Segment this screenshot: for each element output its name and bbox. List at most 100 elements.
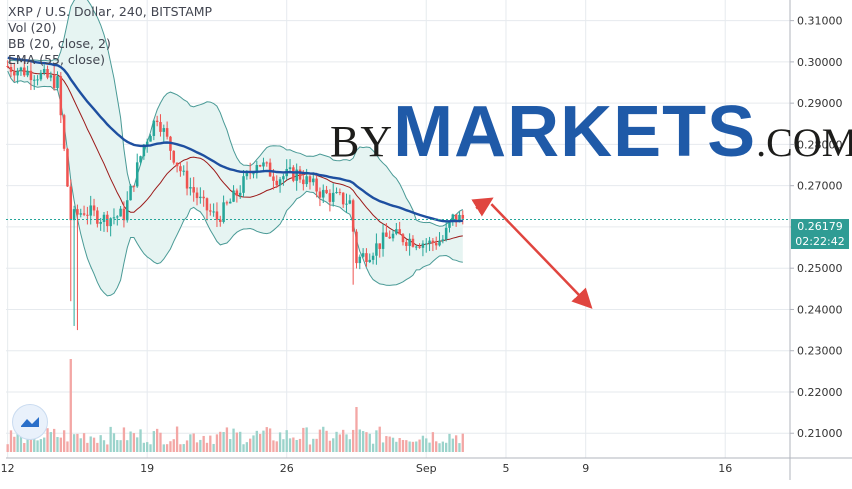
- tradingview-logo-icon[interactable]: [12, 404, 48, 440]
- candle-body: [265, 162, 269, 164]
- candle-body: [458, 214, 461, 223]
- price-tick-label: 0.21000: [797, 427, 843, 440]
- candle: [185, 161, 189, 196]
- volume-bar: [401, 439, 405, 452]
- candle-body: [292, 167, 295, 181]
- candle: [59, 72, 63, 124]
- candle: [86, 206, 89, 225]
- candle-body: [155, 120, 159, 122]
- chart-legend: XRP / U.S. Dollar, 240, BITSTAMP Vol (20…: [8, 4, 212, 68]
- candle-body: [268, 162, 272, 177]
- candle-body: [305, 176, 308, 185]
- volume-bar: [315, 438, 318, 452]
- volume-bar: [162, 444, 165, 452]
- candle: [96, 207, 99, 228]
- candle: [255, 160, 259, 179]
- candle-body: [86, 214, 89, 216]
- bollinger-upper-line: [7, 0, 464, 227]
- candle: [189, 177, 192, 196]
- candle-body: [358, 256, 362, 264]
- candle-body: [341, 192, 345, 205]
- candle: [292, 165, 295, 183]
- candle-body: [209, 210, 212, 212]
- candle-body: [272, 176, 275, 181]
- volume-bar: [149, 444, 152, 452]
- candle: [26, 65, 29, 78]
- candle-body: [182, 170, 185, 172]
- volume-bar: [258, 434, 262, 452]
- candle-body: [308, 176, 312, 183]
- volume-bar: [249, 438, 252, 452]
- volume-bar: [29, 430, 33, 452]
- volume-bar: [262, 430, 265, 452]
- bollinger-basis-line: [7, 66, 463, 247]
- volume-bar: [398, 438, 401, 452]
- candle: [29, 61, 33, 91]
- candle: [288, 159, 292, 174]
- volume-bar: [458, 443, 461, 452]
- candle-body: [172, 150, 176, 163]
- time-tick-label: 12: [1, 462, 15, 475]
- volume-bar: [225, 427, 229, 452]
- candle-body: [19, 67, 23, 71]
- candle-body: [59, 76, 63, 116]
- volume-bar: [385, 436, 388, 452]
- volume-bar: [142, 442, 146, 452]
- volume-bar: [302, 427, 305, 452]
- legend-symbol[interactable]: XRP / U.S. Dollar, 240, BITSTAMP: [8, 4, 213, 19]
- volume-bar: [408, 441, 411, 452]
- candle-body: [278, 179, 282, 186]
- candle-body: [175, 162, 179, 167]
- volume-bar: [255, 430, 258, 452]
- volume-bar: [295, 440, 298, 452]
- candle: [418, 243, 421, 249]
- candle-body: [129, 185, 132, 201]
- legend-volume[interactable]: Vol (20): [8, 20, 57, 35]
- time-tick-label: 5: [502, 462, 509, 475]
- candle: [328, 189, 332, 212]
- volume-bar: [355, 407, 358, 452]
- forecast-arrow-up: [471, 197, 494, 217]
- legend-ema[interactable]: EMA (55, close): [8, 52, 106, 67]
- candle-body: [275, 180, 279, 186]
- volume-bar: [99, 435, 102, 452]
- volume-bar: [381, 442, 385, 452]
- bymarkets-watermark: BYMARKETS.COM: [330, 96, 852, 168]
- candle-body: [418, 246, 421, 248]
- candle: [358, 254, 362, 270]
- price-tick-label: 0.22000: [797, 386, 843, 399]
- candle: [202, 190, 205, 207]
- candle: [351, 198, 355, 285]
- candle-body: [49, 75, 53, 78]
- volume-bar: [155, 428, 159, 452]
- candle-body: [242, 176, 245, 193]
- candle: [365, 248, 368, 267]
- volume-bar: [252, 435, 255, 452]
- volume-bar: [418, 439, 421, 452]
- candle-body: [96, 210, 99, 224]
- candle: [308, 174, 312, 190]
- candle-body: [355, 231, 358, 264]
- price-tick-label: 0.27000: [797, 180, 843, 193]
- bollinger-lower-line: [7, 70, 463, 297]
- candle-body: [228, 201, 232, 204]
- volume-bar: [461, 433, 464, 452]
- candle: [222, 195, 225, 224]
- candle: [235, 188, 239, 203]
- candle-body: [415, 246, 418, 248]
- candle: [298, 165, 302, 183]
- volume-bar: [395, 441, 398, 452]
- candle: [42, 64, 46, 76]
- volume-bar: [438, 443, 441, 452]
- candle: [122, 201, 126, 228]
- candle: [348, 194, 352, 205]
- candle-body: [13, 71, 16, 76]
- volume-bar: [199, 439, 202, 452]
- volume-bar: [72, 434, 76, 452]
- candle: [19, 66, 23, 76]
- volume-bar: [39, 439, 43, 452]
- legend-bollinger[interactable]: BB (20, close, 2): [8, 36, 111, 51]
- volume-bar: [342, 429, 345, 452]
- candle-body: [461, 214, 465, 219]
